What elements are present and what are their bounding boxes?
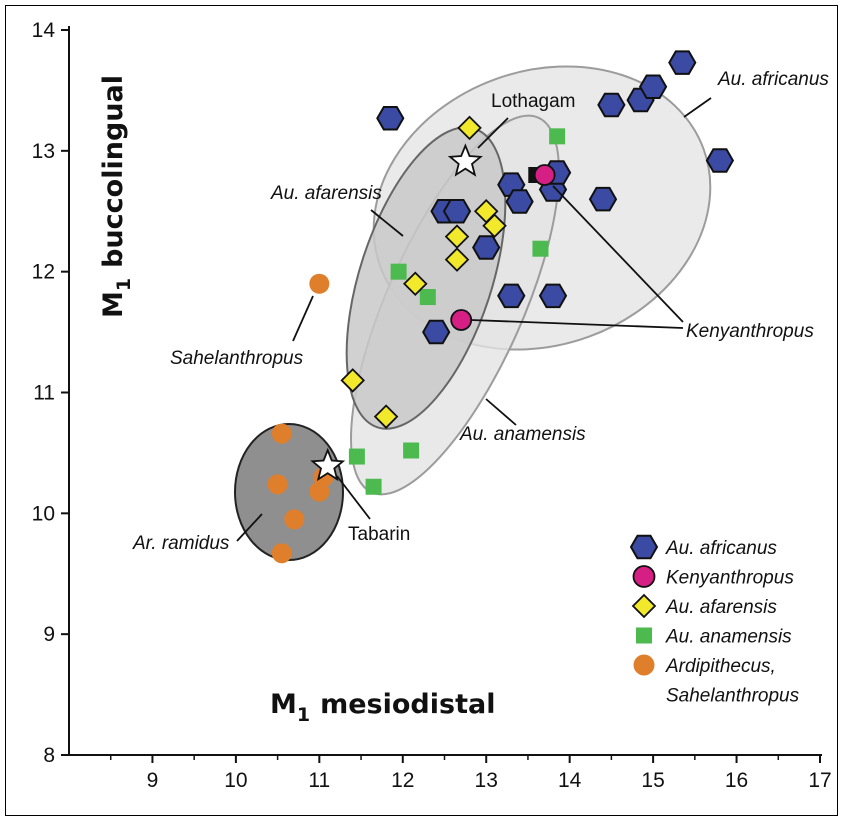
leader-tabarin (336, 475, 371, 520)
leader-ar-ramidus (236, 513, 263, 542)
x-tick-label: 9 (147, 769, 159, 792)
lothagam-star-point (447, 143, 483, 177)
y-tick-label: 14 (32, 19, 56, 42)
ardipithecus-sahelanthropus-point (309, 273, 330, 294)
leader-au-africanus (683, 97, 712, 118)
au-anamensis-point (365, 478, 382, 495)
kenyanthropus-point (533, 164, 556, 186)
legend-marker-ardipithecus (633, 654, 655, 676)
au-africanus-point (588, 186, 618, 212)
label-sahelanthropus: Sahelanthropus (170, 348, 304, 369)
legend-label-kenyanthropus: Kenyanthropus (666, 568, 794, 589)
legend-label-ardipithecus-line2: Sahelanthropus (666, 686, 800, 707)
legend-marker-au-africanus (629, 534, 659, 560)
y-axis-title-rest: buccolingual (98, 75, 129, 268)
label-au-anamensis: Au. anamensis (459, 424, 586, 445)
au-africanus-point (376, 106, 405, 131)
annotations: Au. africanus Lothagam Au. afarensis Sahela… (132, 69, 829, 554)
y-tick-label: 9 (43, 623, 55, 646)
ardipithecus-sahelanthropus-point (267, 474, 288, 495)
y-tick-label: 13 (32, 140, 55, 163)
x-tick-label: 11 (308, 769, 330, 792)
legend-label-au-africanus: Au. africanus (665, 538, 777, 559)
x-tick-label: 14 (558, 769, 582, 792)
au-africanus-point (442, 199, 472, 224)
y-tick-label: 8 (43, 744, 55, 767)
label-kenyanthropus: Kenyanthropus (686, 321, 814, 342)
y-axis-title-sub: 1 (113, 278, 135, 291)
label-tabarin: Tabarin (348, 524, 410, 545)
x-tick-label: 17 (808, 769, 831, 792)
au-afarensis-point (444, 224, 470, 249)
label-au-afarensis: Au. afarensis (270, 183, 382, 204)
au-anamensis-point (549, 128, 566, 145)
legend-label-au-afarensis: Au. afarensis (665, 597, 777, 618)
au-africanus-point (538, 283, 568, 309)
legend-marker-au-afarensis (631, 593, 657, 619)
legend-marker-kenyanthropus (632, 565, 656, 588)
x-axis-title: M1 mesiodistal (270, 689, 495, 726)
au-anamensis-point (403, 442, 420, 459)
au-anamensis-point (532, 240, 549, 257)
leader-kenyanthropus-1 (552, 185, 684, 323)
au-afarensis-point (340, 368, 365, 393)
au-africanus-point (497, 283, 526, 309)
au-africanus-point (705, 148, 735, 173)
au-africanus-point (668, 50, 697, 75)
leader-au-anamensis (485, 398, 517, 426)
leader-lothagam (477, 117, 509, 149)
legend-label-ardipithecus: Ardipithecus, (665, 656, 776, 677)
au-africanus-point (422, 319, 451, 345)
au-afarensis-point (444, 247, 470, 272)
y-tick-label: 11 (33, 382, 55, 405)
au-afarensis-point (457, 115, 482, 141)
y-tick-label: 12 (32, 261, 55, 284)
legend-marker-au-anamensis (636, 627, 652, 644)
au-africanus-point (505, 189, 534, 214)
ardipithecus-sahelanthropus-point (271, 423, 292, 444)
legend-label-au-anamensis: Au. anamensis (665, 627, 792, 648)
au-anamensis-point (390, 263, 407, 280)
x-tick-label: 16 (725, 769, 748, 792)
x-axis-title-sub: 1 (297, 704, 310, 726)
au-africanus-point (597, 92, 626, 118)
ardipithecus-sahelanthropus-point (271, 543, 292, 564)
ardipithecus-sahelanthropus-point (284, 509, 305, 530)
x-tick-label: 10 (224, 769, 247, 792)
x-axis-title-rest: mesiodistal (320, 689, 495, 720)
legend: Au. africanus Kenyanthropus Au. afarensis A… (629, 534, 800, 707)
au-africanus-point (638, 74, 668, 99)
au-africanus-point (472, 235, 501, 260)
leader-kenyanthropus-2 (470, 319, 684, 329)
label-au-africanus: Au. africanus (717, 69, 829, 90)
data-points (267, 50, 735, 564)
chart-frame (5, 5, 838, 816)
x-tick-label: 15 (641, 769, 664, 792)
label-lothagam: Lothagam (491, 91, 576, 112)
y-tick-label: 10 (32, 502, 55, 525)
x-tick-label: 12 (391, 769, 414, 792)
au-afarensis-point (403, 271, 428, 297)
x-tick-label: 13 (475, 769, 498, 792)
au-anamensis-point (419, 289, 436, 306)
leader-au-afarensis (370, 209, 404, 237)
tabarin-star-point (310, 447, 346, 482)
kenyanthropus-point (450, 309, 473, 331)
au-anamensis-point (348, 448, 365, 465)
au-afarensis-point (482, 213, 507, 239)
y-axis-title: M1buccolingual (98, 75, 135, 318)
label-ar-ramidus: Ar. ramidus (132, 533, 230, 554)
leader-sahelanthropus (292, 295, 314, 342)
au-afarensis-point (373, 404, 399, 429)
